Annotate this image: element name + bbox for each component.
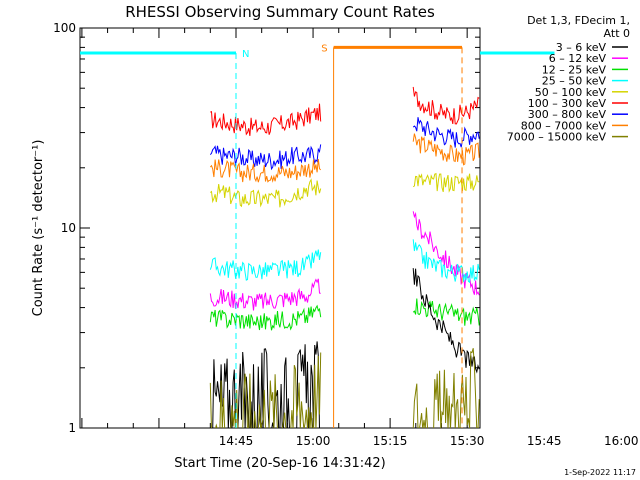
series-trace — [209, 352, 322, 428]
x-axis-ticks: 14:45 15:00 15:15 15:30 15:45 16:00 — [81, 28, 639, 448]
series-layer — [209, 86, 480, 428]
legend-entry: 7000 – 15000 keV — [507, 131, 628, 144]
series-7 — [209, 298, 480, 331]
series-trace — [212, 341, 320, 428]
x-tick-label: 15:00 — [296, 434, 331, 448]
x-tick-label: 15:15 — [373, 434, 408, 448]
legend-entry-label: 7000 – 15000 keV — [507, 131, 607, 144]
series-trace — [412, 117, 480, 148]
series-trace — [412, 133, 480, 166]
legend-entry: 50 – 100 keV — [535, 86, 628, 99]
series-5 — [209, 211, 480, 311]
series-8 — [212, 268, 480, 428]
y-axis-ticks: 1 10 100 — [53, 21, 480, 435]
series-trace — [412, 86, 480, 125]
annotation-layer: NS — [80, 43, 555, 428]
series-trace — [209, 159, 322, 183]
annotation-label: N — [242, 49, 249, 60]
series-clip — [209, 86, 480, 428]
series-3 — [209, 133, 480, 183]
legend-entry-label: 6 – 12 keV — [549, 52, 607, 65]
x-tick-label: 15:45 — [527, 434, 562, 448]
annotation-1: N — [80, 49, 249, 428]
legend-header-line-2: Att 0 — [604, 27, 630, 40]
series-6 — [209, 239, 480, 284]
series-trace — [412, 348, 480, 428]
annotation-3: S — [321, 43, 463, 428]
series-trace — [209, 278, 321, 311]
annotation-label: S — [321, 43, 327, 54]
series-trace — [210, 103, 322, 136]
legend-entry: 6 – 12 keV — [549, 52, 628, 65]
series-trace — [412, 211, 480, 296]
series-trace — [412, 172, 480, 193]
legend-entry-label: 3 – 6 keV — [556, 41, 607, 54]
x-tick-label: 14:45 — [219, 434, 254, 448]
date-stamp: 1-Sep-2022 11:17 — [564, 468, 636, 477]
x-tick-label: 15:30 — [450, 434, 485, 448]
series-trace — [209, 144, 322, 171]
x-tick-label: 16:00 — [604, 434, 639, 448]
legend-entry: 12 – 25 keV — [542, 63, 628, 76]
series-trace — [209, 249, 322, 281]
y-tick-label: 100 — [53, 21, 76, 35]
series-trace — [210, 178, 322, 208]
y-tick-label: 1 — [68, 421, 76, 435]
series-1 — [210, 86, 480, 136]
plot-frame — [79, 27, 481, 429]
legend-entry-label: 300 – 800 keV — [528, 108, 607, 121]
series-4 — [210, 172, 480, 208]
x-axis-label: Start Time (20-Sep-16 14:31:42) — [174, 456, 385, 471]
legend-entry-label: 800 – 7000 keV — [521, 119, 607, 132]
legend-entry-label: 12 – 25 keV — [542, 63, 607, 76]
series-trace — [412, 268, 480, 374]
y-tick-label: 10 — [61, 221, 76, 235]
legend-entry: 100 – 300 keV — [528, 97, 628, 110]
y-axis-label: Count Rate (s⁻¹ detector⁻¹) — [31, 140, 46, 317]
legend-entry: 25 – 50 keV — [542, 75, 628, 88]
legend-header-line-1: Det 1,3, FDecim 1, — [527, 14, 630, 27]
series-9 — [209, 348, 480, 428]
series-2 — [209, 117, 480, 171]
legend-entry-label: 50 – 100 keV — [535, 86, 607, 99]
chart-title: RHESSI Observing Summary Count Rates — [125, 3, 435, 21]
series-trace — [412, 298, 480, 326]
series-trace — [412, 239, 480, 284]
legend-entry-label: 100 – 300 keV — [528, 97, 607, 110]
series-trace — [209, 304, 322, 331]
legend-entry: 300 – 800 keV — [528, 108, 628, 121]
legend-entry: 3 – 6 keV — [556, 41, 628, 54]
legend-entry: 800 – 7000 keV — [521, 119, 628, 132]
legend-entry-label: 25 – 50 keV — [542, 75, 607, 88]
